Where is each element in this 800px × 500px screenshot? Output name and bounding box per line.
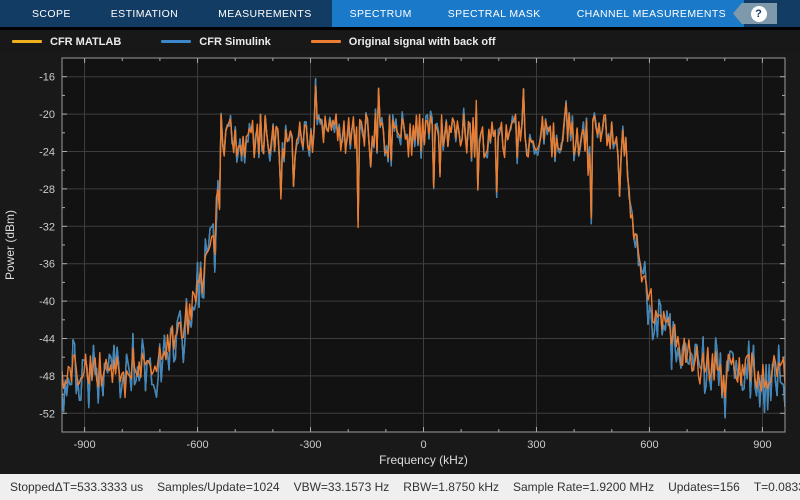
x-tick-label: 300 xyxy=(527,439,545,451)
toolbar-tabs: SCOPE ESTIMATION MEASUREMENTS SPECTRUM SPECT… xyxy=(0,0,745,27)
x-axis-label: Frequency (kHz) xyxy=(379,453,468,467)
tab-scope[interactable]: SCOPE xyxy=(12,0,91,27)
scope-state: Stopped xyxy=(10,480,55,494)
tab-measurements[interactable]: MEASUREMENTS xyxy=(198,0,332,27)
tab-estimation[interactable]: ESTIMATION xyxy=(90,0,199,27)
tab-spectral-mask[interactable]: SPECTRAL MASK xyxy=(429,0,559,27)
legend-label: CFR Simulink xyxy=(199,35,271,48)
x-tick-label: 0 xyxy=(420,439,426,451)
legend-label: Original signal with back off xyxy=(348,35,496,48)
y-tick-label: -28 xyxy=(39,184,55,196)
legend-item-cfr-matlab[interactable]: CFR MATLAB xyxy=(12,36,121,48)
status-item: T=0.0833 xyxy=(753,480,800,494)
legend-line-swatch xyxy=(12,40,42,43)
y-tick-label: -16 xyxy=(39,72,55,84)
axes-box xyxy=(61,57,786,433)
y-tick-label: -36 xyxy=(39,259,55,271)
help-button[interactable]: ? xyxy=(733,3,777,24)
y-tick-label: -40 xyxy=(39,296,55,308)
toolstrip: SCOPE ESTIMATION MEASUREMENTS SPECTRUM SPECT… xyxy=(0,0,800,27)
tab-channel-measurements[interactable]: CHANNEL MEASUREMENTS xyxy=(558,0,745,27)
y-tick-label: -20 xyxy=(39,109,55,121)
trace-original-signal-with-back-off xyxy=(62,85,785,399)
x-tick-label: -900 xyxy=(74,439,96,451)
x-tick-label: -300 xyxy=(300,439,322,451)
spectrum-plot[interactable]: -900 -600 -300 0 300 600 900 -16 -20 -24 -28 -32 -36… xyxy=(0,53,800,474)
y-tick-label: -24 xyxy=(39,147,55,159)
tab-spectrum[interactable]: SPECTRUM xyxy=(331,0,430,27)
y-axis-label: Power (dBm) xyxy=(3,210,17,280)
status-item: Sample Rate=1.9200 MHz xyxy=(513,480,655,494)
legend-item-original-signal-with-back-off[interactable]: Original signal with back off xyxy=(310,35,496,48)
legend-line-swatch xyxy=(161,40,192,43)
status-items: ΔT=533.3333 us Samples/Update=1024 VBW=33.… xyxy=(55,480,800,494)
status-item: VBW=33.1573 Hz xyxy=(293,480,390,494)
status-item: Samples/Update=1024 xyxy=(157,480,280,494)
y-tick-label: -44 xyxy=(39,334,55,346)
status-bar: Stopped ΔT=533.3333 us Samples/Update=102… xyxy=(0,474,800,500)
y-tick-label: -32 xyxy=(39,221,55,233)
legend: CFR MATLAB CFR Simulink Original signal wi… xyxy=(0,30,800,53)
y-tick-label: -48 xyxy=(39,371,55,383)
toolbar-separator xyxy=(0,27,800,30)
x-tick-label: -600 xyxy=(187,439,209,451)
help-icon: ? xyxy=(750,5,767,22)
y-tick-label: -52 xyxy=(39,408,55,420)
status-item: Updates=156 xyxy=(668,480,740,494)
legend-item-cfr-simulink[interactable]: CFR Simulink xyxy=(161,36,271,48)
status-item: RBW=1.8750 kHz xyxy=(403,480,499,494)
x-tick-label: 900 xyxy=(753,439,771,451)
status-item: ΔT=533.3333 us xyxy=(54,480,144,494)
legend-label: CFR MATLAB xyxy=(50,35,122,48)
legend-line-swatch xyxy=(310,40,341,43)
x-tick-label: 600 xyxy=(640,439,658,451)
